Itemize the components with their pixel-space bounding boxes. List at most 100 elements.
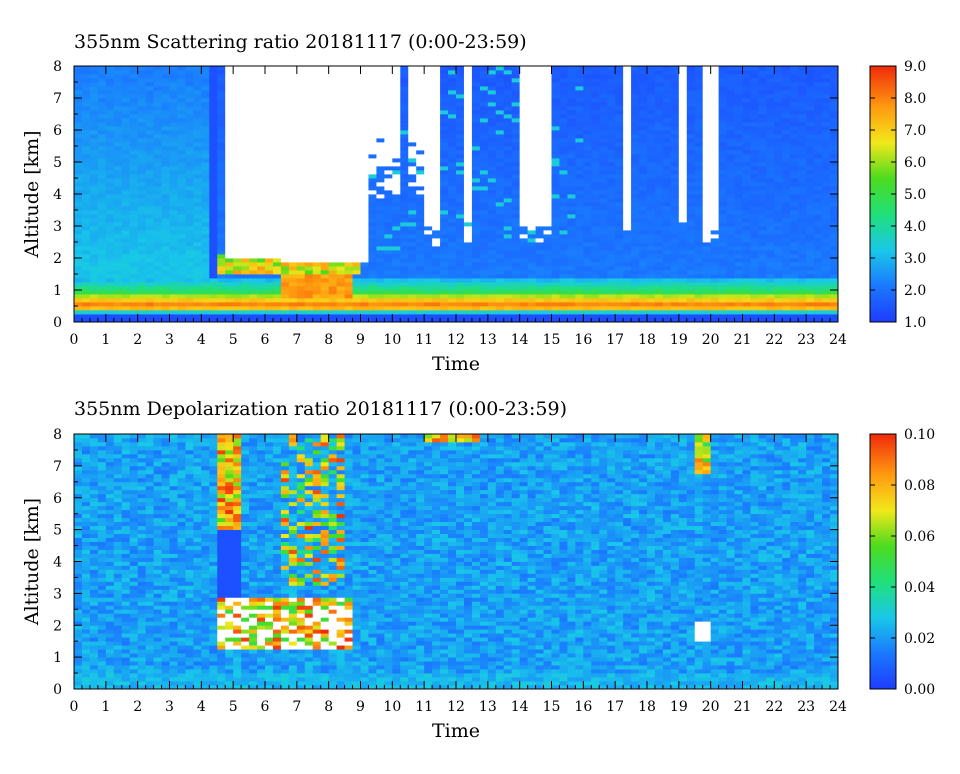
heatmap-cell: [527, 318, 536, 323]
heatmap-cell: [535, 242, 544, 247]
heatmap-cell: [225, 74, 234, 79]
heatmap-cell: [97, 302, 107, 307]
heatmap-cell: [201, 246, 210, 251]
heatmap-cell: [193, 294, 202, 299]
heatmap-cell: [424, 98, 433, 103]
heatmap-cell: [471, 226, 481, 231]
heatmap-cell: [408, 218, 417, 223]
heatmap-cell: [647, 82, 656, 87]
heatmap-cell: [654, 106, 664, 111]
heatmap-cell: [591, 214, 600, 219]
heatmap-cell: [233, 134, 242, 139]
heatmap-cell: [272, 270, 282, 275]
heatmap-cell: [344, 226, 353, 231]
heatmap-cell: [440, 286, 449, 291]
heatmap-cell: [336, 98, 345, 103]
heatmap-cell: [105, 74, 115, 79]
heatmap-cell: [623, 102, 632, 107]
heatmap-cell: [225, 94, 234, 99]
heatmap-cell: [368, 154, 377, 159]
heatmap-cell: [233, 114, 242, 119]
heatmap-cell: [257, 198, 266, 203]
heatmap-cell: [97, 178, 107, 183]
heatmap-cell: [615, 90, 624, 95]
heatmap-cell: [89, 310, 99, 315]
heatmap-cell: [265, 246, 274, 251]
heatmap-cell: [591, 94, 600, 99]
heatmap-cell: [448, 86, 457, 91]
heatmap-cell: [105, 194, 115, 199]
heatmap-cell: [495, 94, 505, 99]
heatmap-cell: [376, 118, 385, 123]
heatmap-cell: [121, 122, 131, 127]
heatmap-cell: [678, 162, 688, 167]
heatmap-cell: [328, 114, 338, 119]
heatmap-cell: [89, 142, 99, 147]
heatmap-cell: [487, 222, 497, 227]
heatmap-cell: [257, 130, 266, 135]
heatmap-cell: [623, 222, 632, 227]
heatmap-cell: [225, 102, 234, 107]
heatmap-cell: [129, 90, 139, 95]
heatmap-cell: [583, 170, 592, 175]
heatmap-cell: [495, 314, 505, 319]
heatmap-cell: [583, 102, 592, 107]
heatmap-cell: [384, 154, 393, 159]
heatmap-cell: [511, 318, 521, 323]
heatmap-cell: [424, 302, 433, 307]
heatmap-cell: [463, 214, 473, 219]
heatmap-cell: [81, 238, 91, 243]
heatmap-cell: [336, 202, 345, 207]
heatmap-cell: [241, 122, 250, 127]
heatmap-cell: [631, 66, 640, 71]
heatmap-cell: [129, 318, 139, 323]
heatmap-cell: [352, 282, 361, 287]
heatmap-cell: [257, 206, 266, 211]
heatmap-cell: [432, 162, 441, 167]
heatmap-cell: [280, 210, 290, 215]
heatmap-cell: [288, 202, 298, 207]
heatmap-cell: [265, 182, 274, 187]
heatmap-cell: [487, 266, 497, 271]
heatmap-cell: [519, 166, 529, 171]
heatmap-cell: [312, 242, 322, 247]
heatmap-cell: [631, 278, 640, 283]
heatmap-cell: [432, 314, 441, 319]
heatmap-cell: [225, 98, 234, 103]
heatmap-cell: [137, 318, 147, 323]
heatmap-cell: [105, 142, 115, 147]
heatmap-cell: [583, 234, 592, 239]
heatmap-cell: [201, 198, 210, 203]
heatmap-cell: [639, 270, 648, 275]
heatmap-cell: [607, 194, 616, 199]
heatmap-cell: [535, 262, 544, 267]
heatmap-cell: [503, 226, 513, 231]
heatmap-cell: [105, 190, 115, 195]
heatmap-cell: [662, 242, 672, 247]
heatmap-cell: [360, 230, 369, 235]
heatmap-cell: [169, 162, 178, 167]
heatmap-cell: [487, 162, 497, 167]
heatmap-cell: [463, 234, 473, 239]
heatmap-cell: [519, 218, 529, 223]
heatmap-cell: [400, 158, 409, 163]
heatmap-cell: [201, 290, 210, 295]
heatmap-cell: [559, 246, 568, 251]
heatmap-cell: [543, 298, 552, 303]
heatmap-cell: [662, 314, 672, 319]
heatmap-cell: [479, 162, 489, 167]
heatmap-cell: [113, 174, 123, 179]
heatmap-cell: [288, 186, 298, 191]
heatmap-cell: [233, 206, 242, 211]
heatmap-cell: [304, 194, 314, 199]
heatmap-cell: [551, 218, 560, 223]
heatmap-cell: [201, 118, 210, 123]
heatmap-cell: [662, 258, 672, 263]
heatmap-cell: [145, 254, 154, 259]
heatmap-cell: [320, 186, 330, 191]
heatmap-cell: [169, 178, 178, 183]
heatmap-cell: [233, 182, 242, 187]
heatmap-cell: [336, 122, 345, 127]
heatmap-cell: [81, 270, 91, 275]
heatmap-cell: [535, 246, 544, 251]
